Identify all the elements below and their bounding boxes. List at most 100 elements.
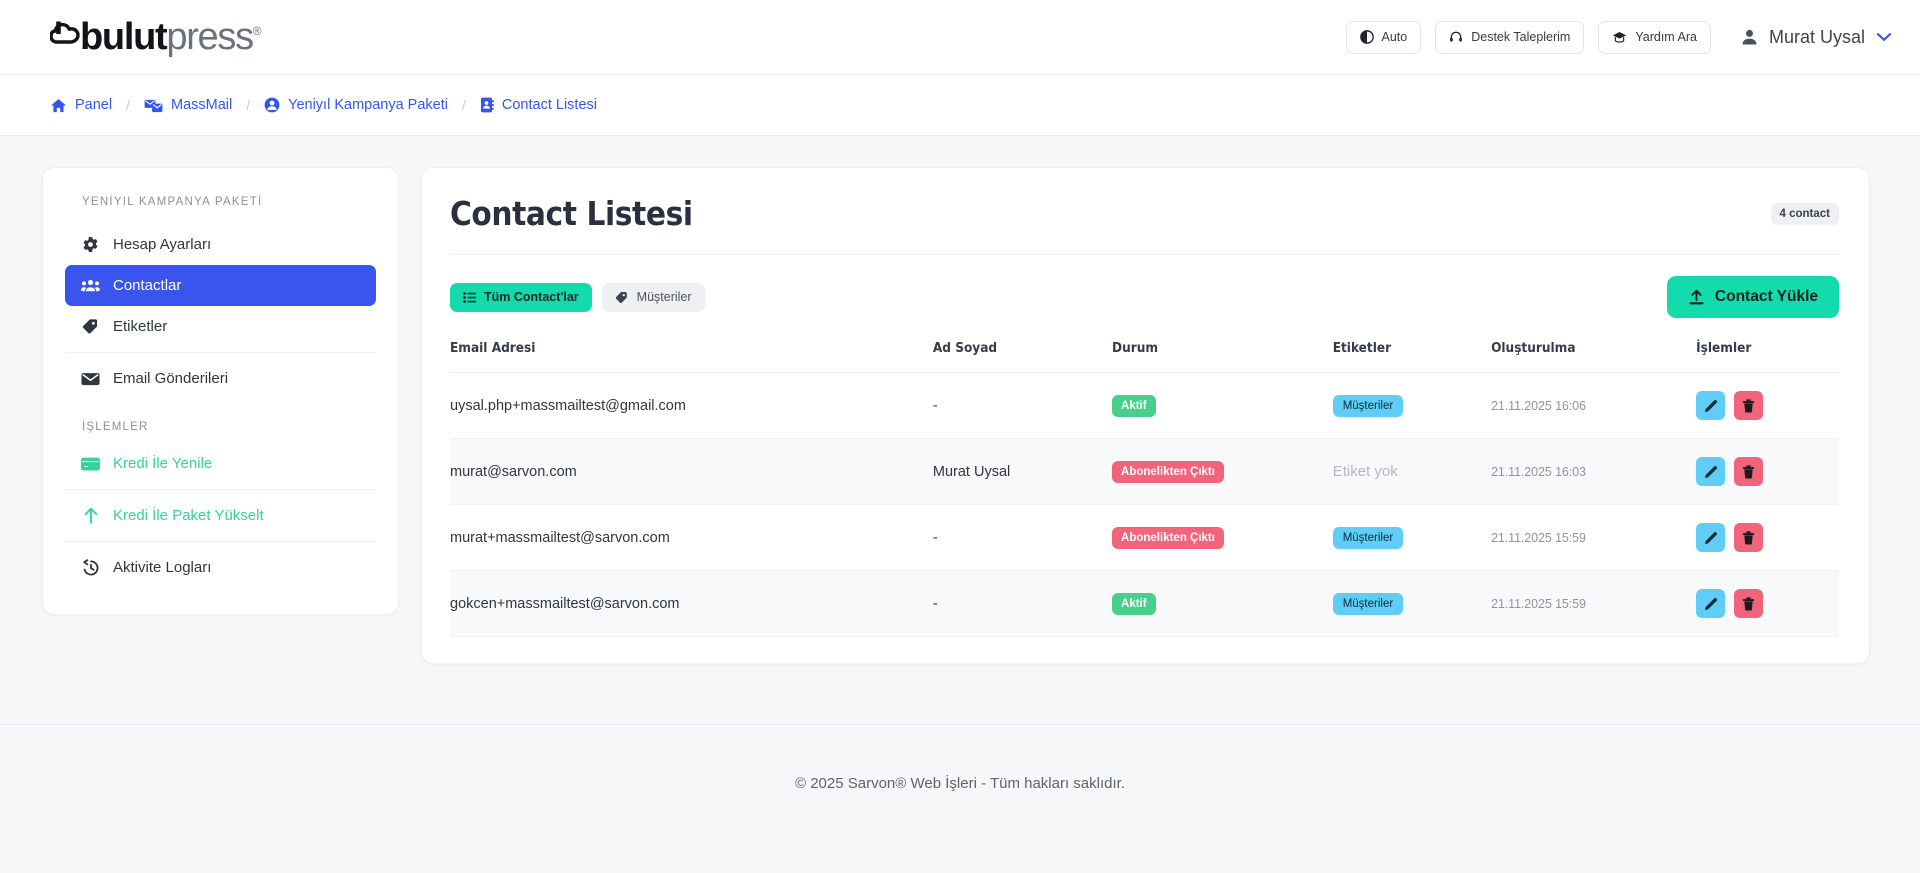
cell-status: Aktif [1112,372,1333,439]
user-circle-icon [264,97,280,113]
trash-icon [1742,398,1755,413]
filter-tab-all-contacts[interactable]: Tüm Contact'lar [450,282,592,312]
sidebar-item-etiketler[interactable]: Etiketler [65,306,376,347]
brand-logo[interactable]: bulut press ® [50,15,262,59]
cell-created: 21.11.2025 15:59 [1491,570,1697,637]
users-icon [81,278,100,293]
cell-created: 21.11.2025 16:06 [1491,372,1697,439]
logo-registered-mark: ® [252,24,262,38]
pencil-square-icon [1704,399,1718,413]
column-header-created: Oluşturulma [1491,340,1697,373]
sidebar-actions-title: İŞLEMLER [82,421,149,433]
copyright-text: © 2025 Sarvon® Web İşleri - Tüm hakları … [794,775,1125,792]
chevron-down-icon[interactable] [1876,32,1892,42]
sidebar-divider [65,541,376,542]
home-icon [50,98,67,113]
trash-icon [1742,596,1755,611]
breadcrumb-label: Yeniyıl Kampanya Paketi [288,97,448,113]
tag-icon [81,318,100,335]
cell-name: Murat Uysal [932,438,1113,505]
edit-row-button[interactable] [1696,589,1726,618]
trash-icon [1742,464,1755,479]
history-icon [81,558,100,577]
pencil-square-icon [1704,597,1718,611]
table-row[interactable]: murat@sarvon.com Murat Uysal Abonelikten… [450,438,1839,505]
edit-row-button[interactable] [1696,391,1726,420]
breadcrumb-item-massmail[interactable]: MassMail [144,97,232,113]
cell-created: 21.11.2025 16:03 [1491,438,1697,505]
contrast-circle-icon [1359,30,1374,44]
help-search-label: Yardım Ara [1635,30,1697,44]
sidebar-item-label: Hesap Ayarları [113,236,212,253]
column-header-tags: Etiketler [1332,340,1492,373]
filter-tab-label: Tüm Contact'lar [484,290,579,304]
sidebar-item-contactlar[interactable]: Contactlar [65,265,376,306]
table-row[interactable]: gokcen+massmailtest@sarvon.com - Aktif M… [450,570,1839,637]
sidebar-action-aktivite-loglari[interactable]: Aktivite Logları [65,547,376,588]
sidebar-section-title: YENİYIL KAMPANYA PAKETİ [82,196,263,208]
upload-contact-button[interactable]: Contact Yükle [1666,276,1839,318]
sidebar-action-kredi-ile-yenile[interactable]: Kredi İle Yenile [65,443,376,484]
no-tag-label: Etiket yok [1332,463,1398,480]
logo-text-primary: bulut [80,16,168,58]
user-name: Murat Uysal [1768,26,1865,47]
cell-created: 21.11.2025 15:59 [1491,504,1697,571]
sidebar-item-label: Contactlar [113,277,182,294]
status-badge: Abonelikten Çıktı [1112,460,1224,483]
delete-row-button[interactable] [1734,523,1764,552]
user-menu[interactable]: Murat Uysal [1741,27,1892,48]
delete-row-button[interactable] [1734,457,1764,486]
tag-icon [615,291,629,304]
column-header-email: Email Adresi [450,340,933,373]
breadcrumb-item-panel[interactable]: Panel [50,97,112,113]
cell-name: - [932,570,1113,637]
status-badge: Abonelikten Çıktı [1112,526,1224,549]
breadcrumb-item-contact-list[interactable]: Contact Listesi [480,97,597,113]
edit-row-button[interactable] [1696,523,1726,552]
breadcrumb-separator: / [246,97,251,113]
logo-text-secondary: press [166,16,254,58]
breadcrumb-item-package[interactable]: Yeniyıl Kampanya Paketi [264,97,448,113]
credit-card-icon [81,457,100,471]
table-body: uysal.php+massmailtest@gmail.com - Aktif… [450,372,1839,637]
column-header-actions: İşlemler [1696,340,1839,373]
envelope-icon [81,372,100,386]
trash-icon [1742,530,1755,545]
cell-actions [1696,570,1839,637]
upload-contact-label: Contact Yükle [1714,288,1818,305]
breadcrumb-separator: / [461,97,466,113]
support-requests-button[interactable]: Destek Taleplerim [1435,20,1585,54]
header-actions: Auto Destek Taleplerim Yardım Ara [1345,20,1892,54]
pencil-square-icon [1704,531,1718,545]
graduation-cap-icon [1612,30,1627,44]
mail-bulk-icon [144,98,163,113]
cell-status: Abonelikten Çıktı [1112,504,1333,571]
support-requests-label: Destek Taleplerim [1471,30,1571,44]
title-divider [450,254,1839,255]
status-badge: Aktif [1112,592,1156,615]
sidebar: YENİYIL KAMPANYA PAKETİ Hesap Ayarları [42,167,399,615]
tag-badge: Müşteriler [1332,394,1404,417]
cell-email: murat@sarvon.com [450,438,933,505]
help-search-button[interactable]: Yardım Ara [1598,20,1711,54]
delete-row-button[interactable] [1734,589,1764,618]
sidebar-action-kredi-ile-paket-yukselt[interactable]: Kredi İle Paket Yükselt [65,495,376,536]
breadcrumb-separator: / [126,97,130,113]
filter-tab-musteriler[interactable]: Müşteriler [601,282,705,312]
column-header-name: Ad Soyad [932,340,1113,373]
table-row[interactable]: uysal.php+massmailtest@gmail.com - Aktif… [450,372,1839,439]
sidebar-divider [65,352,376,353]
delete-row-button[interactable] [1734,391,1764,420]
edit-row-button[interactable] [1696,457,1726,486]
table-row[interactable]: murat+massmailtest@sarvon.com - Abonelik… [450,504,1839,571]
cell-tags: Müşteriler [1332,504,1492,571]
sidebar-item-email-gonderileri[interactable]: Email Gönderileri [65,358,376,399]
page-footer: © 2025 Sarvon® Web İşleri - Tüm hakları … [0,724,1920,873]
sidebar-item-hesap-ayarlari[interactable]: Hesap Ayarları [65,224,376,265]
breadcrumb: Panel / MassMail / [50,97,597,113]
theme-auto-button[interactable]: Auto [1345,20,1422,54]
cell-status: Abonelikten Çıktı [1112,438,1333,505]
upload-icon [1688,289,1705,306]
cell-tags: Müşteriler [1332,570,1492,637]
cell-tags: Müşteriler [1332,372,1492,439]
